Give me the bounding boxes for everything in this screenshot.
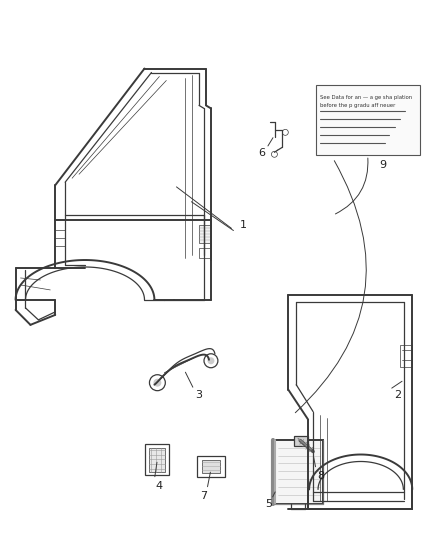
Bar bbox=[202, 461, 220, 473]
Text: 7: 7 bbox=[201, 491, 208, 502]
Bar bbox=[400, 345, 412, 367]
Bar bbox=[199, 248, 211, 258]
Circle shape bbox=[153, 379, 161, 386]
Bar bbox=[294, 435, 308, 446]
Bar bbox=[149, 448, 165, 472]
Bar bbox=[199, 225, 211, 243]
Text: 9: 9 bbox=[379, 160, 386, 170]
Text: 4: 4 bbox=[156, 481, 163, 491]
Text: 3: 3 bbox=[195, 390, 202, 400]
Text: 2: 2 bbox=[394, 390, 401, 400]
Text: 1: 1 bbox=[240, 220, 247, 230]
Text: 6: 6 bbox=[258, 148, 265, 158]
Bar bbox=[197, 456, 225, 478]
Text: See Data for an — a ge sha plation: See Data for an — a ge sha plation bbox=[320, 95, 412, 100]
Bar bbox=[273, 440, 323, 504]
Text: 8: 8 bbox=[318, 472, 325, 481]
Text: 5: 5 bbox=[265, 499, 272, 510]
Circle shape bbox=[208, 357, 215, 364]
Bar bbox=[316, 85, 420, 155]
Bar bbox=[145, 443, 170, 475]
Text: before the p gradu aff neuer: before the p gradu aff neuer bbox=[320, 103, 396, 108]
